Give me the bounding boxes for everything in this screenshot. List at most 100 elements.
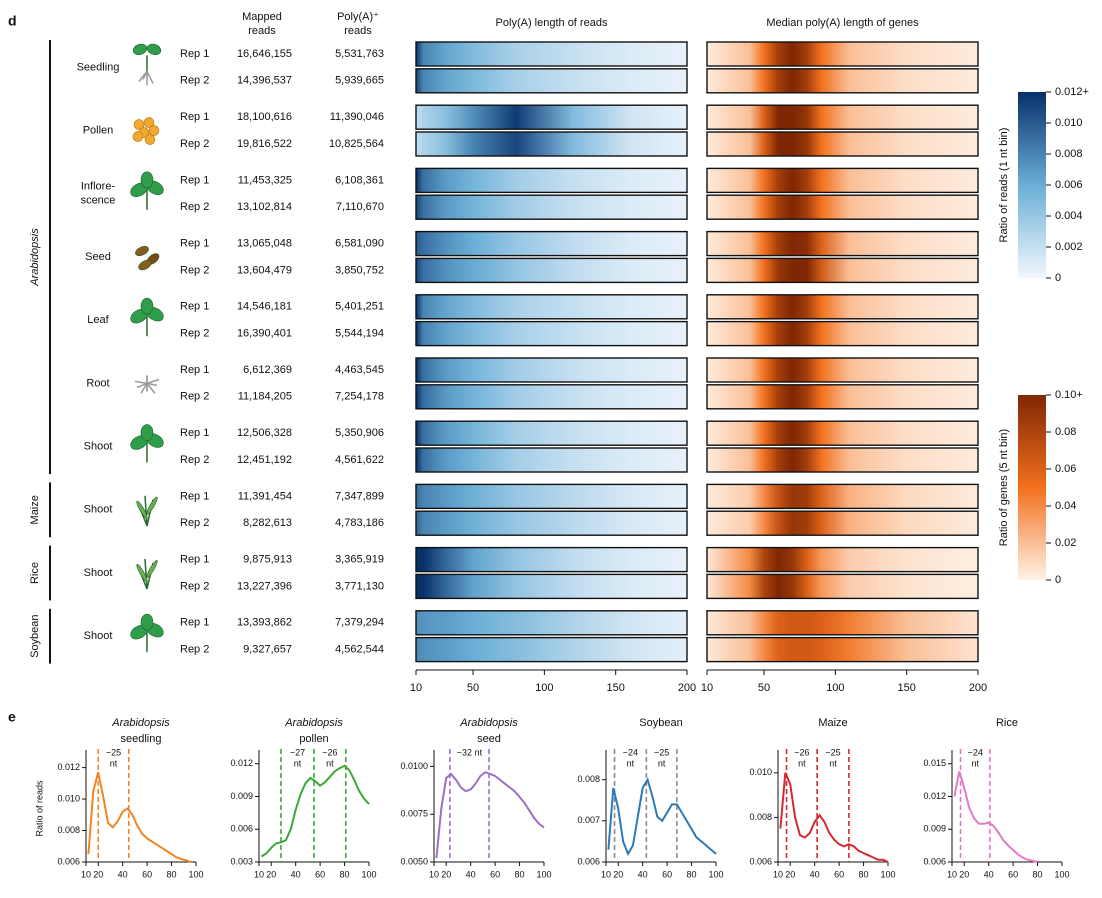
annotation: nt (658, 758, 666, 768)
icon (130, 613, 164, 653)
annotation: nt (829, 758, 837, 768)
rep-label: Rep 2 (180, 75, 209, 87)
heat-strip (706, 447, 979, 473)
rep-label: Rep 1 (180, 48, 209, 60)
species-label: Rice (29, 562, 41, 584)
rep-label: Rep 1 (180, 238, 209, 250)
polya-reads: 7,110,670 (336, 201, 384, 213)
x-tick-label: 100 (188, 869, 203, 879)
x-tick-label: 100 (826, 682, 844, 694)
rep-label: Rep 2 (180, 454, 209, 466)
species-label: Soybean (29, 614, 41, 657)
mapped-reads: 19,816,522 (237, 138, 292, 150)
heatmap-title: Median poly(A) length of genes (766, 17, 919, 29)
colorbar-tick-label: 0 (1055, 272, 1061, 284)
x-tick-label: 10 (701, 682, 713, 694)
heat-strip (706, 294, 979, 320)
mapped-reads: 13,393,862 (237, 617, 292, 629)
tissue-label: Inflore- (81, 181, 116, 193)
line-series (87, 772, 192, 863)
heat-strip (415, 294, 688, 320)
x-tick-label: 40 (118, 869, 128, 879)
icon-part (136, 563, 148, 583)
rep-label: Rep 1 (180, 111, 209, 123)
x-tick-label: 40 (638, 869, 648, 879)
mapped-reads: 9,875,913 (243, 554, 292, 566)
line-series (779, 772, 889, 863)
x-tick-label: 100 (535, 682, 553, 694)
rep-label: Rep 2 (180, 328, 209, 340)
heat-strip (706, 636, 979, 663)
colorbar-tick-label: 0 (1055, 574, 1061, 586)
polya-reads: 4,562,544 (335, 644, 384, 656)
x-tick-label: 10 (947, 869, 957, 879)
chart-title: Arabidopsis (459, 717, 518, 729)
x-tick-label: 20 (441, 869, 451, 879)
heat-strip (415, 257, 688, 284)
x-tick-label: 10 (429, 869, 439, 879)
line-series (435, 771, 545, 859)
icon (134, 375, 160, 394)
annotation: ~27 (290, 747, 305, 757)
y-tick-label: 0.006 (577, 856, 600, 866)
polya-reads: 5,544,194 (335, 328, 384, 340)
x-tick-label: 80 (687, 869, 697, 879)
x-tick-label: 20 (959, 869, 969, 879)
rep-label: Rep 2 (180, 580, 209, 592)
heat-strip (415, 510, 688, 536)
panel-label: e (8, 709, 16, 725)
polya-reads: 10,825,564 (329, 138, 384, 150)
heat-strip (415, 420, 688, 446)
heat-strip (706, 104, 979, 130)
tissue-label: Shoot (84, 630, 113, 642)
icon-part (140, 171, 154, 189)
y-tick-label: 0.0100 (400, 761, 428, 771)
x-tick-label: 10 (81, 869, 91, 879)
colorbar-tick-label: 0.010 (1055, 117, 1083, 129)
y-tick-label: 0.0075 (400, 809, 428, 819)
header: reads (344, 25, 372, 37)
x-tick-label: 50 (467, 682, 479, 694)
tissue-label: Seedling (77, 61, 120, 73)
icon-part (140, 424, 154, 441)
rep-label: Rep 2 (180, 391, 209, 403)
header: reads (248, 25, 276, 37)
polya-reads: 7,379,294 (335, 617, 384, 629)
mapped-reads: 11,184,205 (238, 391, 292, 403)
heat-strip (706, 131, 979, 157)
rep-label: Rep 1 (180, 427, 209, 439)
mapped-reads: 14,546,181 (237, 301, 292, 313)
polya-reads: 3,850,752 (335, 264, 384, 276)
icon-part (146, 382, 156, 394)
mapped-reads: 16,390,401 (237, 328, 292, 340)
icon-part (135, 246, 149, 256)
polya-reads: 6,581,090 (335, 238, 384, 250)
y-tick-label: 0.010 (57, 793, 80, 803)
rep-label: Rep 1 (180, 617, 209, 629)
rep-label: Rep 1 (180, 301, 209, 313)
mapped-reads: 13,604,479 (237, 264, 292, 276)
species-label: Arabidopsis (29, 228, 41, 287)
icon (136, 558, 158, 590)
colorbar-tick-label: 0.002 (1055, 241, 1083, 253)
icon-part (144, 134, 156, 145)
y-axis-label: Ratio of reads (34, 780, 44, 837)
y-tick-label: 0.006 (923, 856, 946, 866)
icon-part (146, 496, 158, 515)
chart-title: Arabidopsis (284, 717, 343, 729)
polya-reads: 4,561,622 (335, 454, 384, 466)
icon-part (132, 43, 148, 55)
heat-strip (706, 610, 979, 636)
chart-title: Rice (996, 717, 1018, 729)
mapped-reads: 6,612,369 (243, 364, 292, 376)
icon-part (143, 117, 155, 128)
icon-part (142, 71, 148, 80)
x-tick-label: 40 (466, 869, 476, 879)
colorbar-tick-label: 0.008 (1055, 148, 1083, 160)
x-tick-label: 80 (340, 869, 350, 879)
icon-part (146, 43, 162, 55)
annotation: nt (110, 758, 118, 768)
icon-part (136, 500, 148, 519)
icon (132, 117, 160, 145)
x-tick-label: 50 (758, 682, 770, 694)
